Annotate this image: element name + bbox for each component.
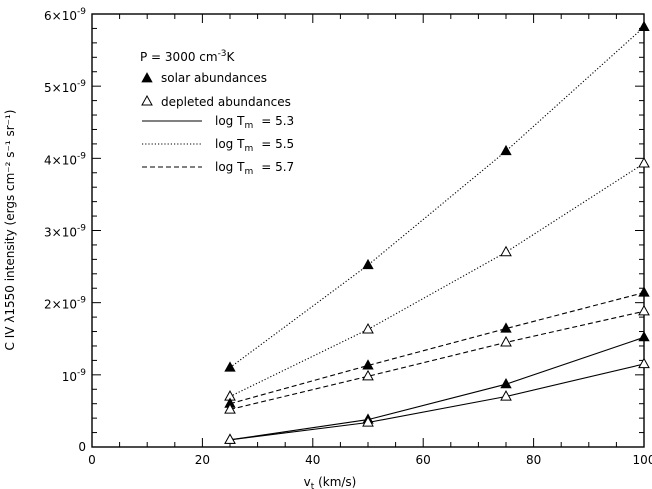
- open-triangle-marker: [500, 335, 512, 347]
- filled-triangle-marker: [224, 361, 236, 372]
- y-tick-label: 10-9: [62, 368, 87, 384]
- legend-entry-57: log Tm = 5.7: [215, 160, 294, 177]
- open-triangle-marker: [500, 245, 512, 257]
- y-tick-label: 3×10-9: [44, 224, 86, 240]
- series-line-5.7-solar: [229, 292, 645, 405]
- filled-triangle-marker: [638, 331, 650, 342]
- open-triangle-marker: [638, 156, 650, 168]
- y-tick-label: 4×10-9: [44, 151, 86, 167]
- filled-triangle-marker: [500, 144, 512, 156]
- legend: P = 3000 cm-3K solar abundances depleted…: [140, 49, 294, 177]
- series-markers: [224, 20, 650, 444]
- x-tick-label: 60: [416, 453, 431, 467]
- x-tick-labels: 0 20 40 60 80 100: [88, 453, 652, 467]
- y-tick-labels: 0 10-9 2×10-9 3×10-9 4×10-9 5×10-9 6×10-9: [44, 7, 86, 454]
- y-tick-label: 0: [78, 440, 86, 454]
- filled-triangle-marker: [362, 359, 374, 370]
- y-tick-label: 6×10-9: [44, 7, 86, 23]
- filled-triangle-marker: [500, 322, 512, 333]
- open-triangle-marker: [638, 357, 650, 369]
- x-tick-label: 40: [305, 453, 320, 467]
- legend-entry-55: log Tm = 5.5: [215, 137, 294, 154]
- legend-solar-label: solar abundances: [161, 71, 267, 85]
- filled-triangle-marker: [500, 377, 512, 389]
- series-line-5.5-solar: [229, 26, 645, 369]
- x-tick-label: 80: [526, 453, 541, 467]
- series-line-5.7-depleted: [229, 310, 645, 411]
- open-triangle-marker: [362, 416, 374, 427]
- y-tick-label: 5×10-9: [44, 79, 86, 95]
- x-tick-label: 0: [88, 453, 96, 467]
- open-triangle-marker: [500, 390, 512, 401]
- series-line-5.5-depleted: [229, 162, 645, 397]
- legend-pressure: P = 3000 cm-3K: [140, 49, 236, 64]
- y-axis-label: C IV λ1550 intensity (ergs cm⁻² s⁻¹ sr⁻¹…: [3, 110, 17, 351]
- x-axis-label: vt (km/s): [304, 475, 357, 489]
- legend-entry-53: log Tm = 5.3: [215, 114, 294, 131]
- filled-triangle-marker: [638, 20, 650, 31]
- open-triangle-marker: [224, 403, 236, 414]
- series-line-5.3-solar: [229, 336, 645, 441]
- x-tick-label: 20: [195, 453, 210, 467]
- open-triangle-marker: [638, 304, 650, 316]
- x-tick-label: 100: [633, 453, 652, 467]
- series-lines: [229, 26, 645, 441]
- open-triangle-marker: [224, 433, 236, 444]
- filled-triangle-marker: [362, 258, 374, 270]
- legend-filled-triangle-icon: [141, 72, 153, 83]
- open-triangle-marker: [362, 369, 374, 381]
- open-triangle-marker: [362, 322, 374, 334]
- y-tick-label: 2×10-9: [44, 296, 86, 312]
- series-line-5.3-depleted: [229, 363, 645, 441]
- legend-depleted-label: depleted abundances: [161, 95, 291, 109]
- legend-open-triangle-icon: [141, 94, 153, 106]
- filled-triangle-marker: [638, 286, 650, 297]
